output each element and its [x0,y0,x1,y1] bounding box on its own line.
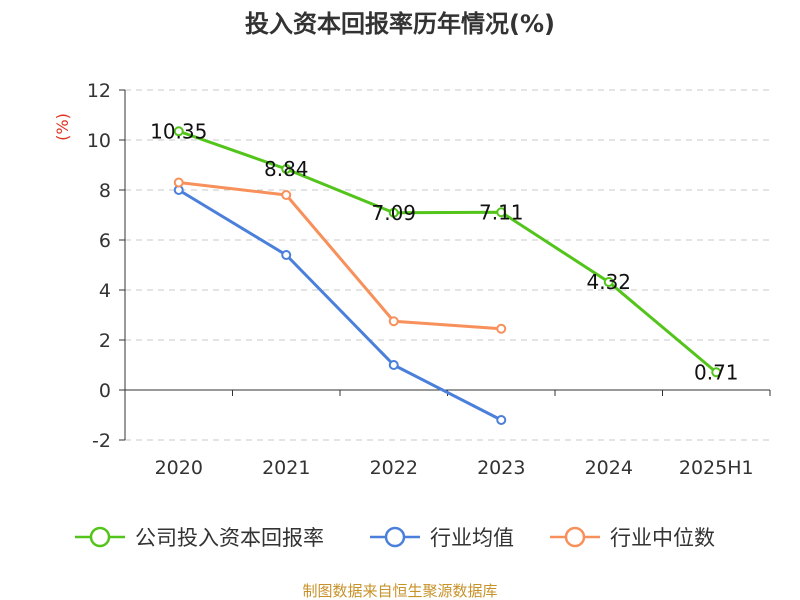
legend-swatch-marker [564,526,586,548]
data-point [388,316,399,327]
x-tick-label: 2024 [585,457,633,479]
data-label: 0.71 [694,360,739,384]
axes: -2 0 2 4 6 8 10 12 2020 2021 2022 2023 2024 2025H1 [87,80,771,479]
data-label: 8.84 [264,157,309,181]
data-label: 7.11 [479,200,524,224]
y-tick-label: -2 [92,430,111,452]
x-tick-label: 2020 [155,457,203,479]
grid [125,89,770,441]
data-point [496,323,507,334]
legend-label: 公司投入资本回报率 [135,526,324,550]
legend-swatch-marker [89,526,111,548]
y-tick-label: 6 [99,230,111,252]
data-point [281,164,292,174]
legend-label: 行业均值 [430,526,514,550]
series-line-2 [178,181,502,331]
data-point [281,250,292,260]
source-note: 制图数据来自恒生聚源数据库 [302,582,497,600]
data-point [496,207,507,218]
data-point [173,126,184,137]
series-line-1 [177,188,502,422]
y-tick-label: 0 [99,380,111,402]
series-group [173,126,722,425]
data-point [388,360,399,370]
data-point [603,277,614,287]
x-tick-label: 2025H1 [679,457,754,479]
data-label: 7.09 [371,201,416,225]
x-tick-label: 2021 [262,457,310,479]
data-point [281,190,292,200]
y-tick-label: 8 [99,180,111,202]
y-tick-label: 12 [87,80,111,102]
data-point [388,207,399,218]
data-label: 4.32 [586,270,631,294]
x-tick-label: 2022 [370,457,418,479]
legend-swatch-marker [384,526,406,548]
series-line-0 [178,129,718,374]
data-labels: 10.35 8.84 7.09 7.11 4.32 0.71 [150,119,738,384]
x-tick-label: 2023 [477,457,525,479]
legend-label: 行业中位数 [610,526,715,550]
chart-title: 投入资本回报率历年情况(%) [245,10,555,38]
data-point [711,367,722,378]
data-point [496,415,507,425]
y-tick-label: 10 [87,130,111,152]
data-point [173,177,184,188]
data-label: 10.35 [150,119,207,143]
legend: 公司投入资本回报率 行业均值 行业中位数 [75,526,715,550]
y-tick-label: 2 [99,330,111,352]
y-tick-label: 4 [99,280,111,302]
y-axis-label: (%) [53,113,72,141]
